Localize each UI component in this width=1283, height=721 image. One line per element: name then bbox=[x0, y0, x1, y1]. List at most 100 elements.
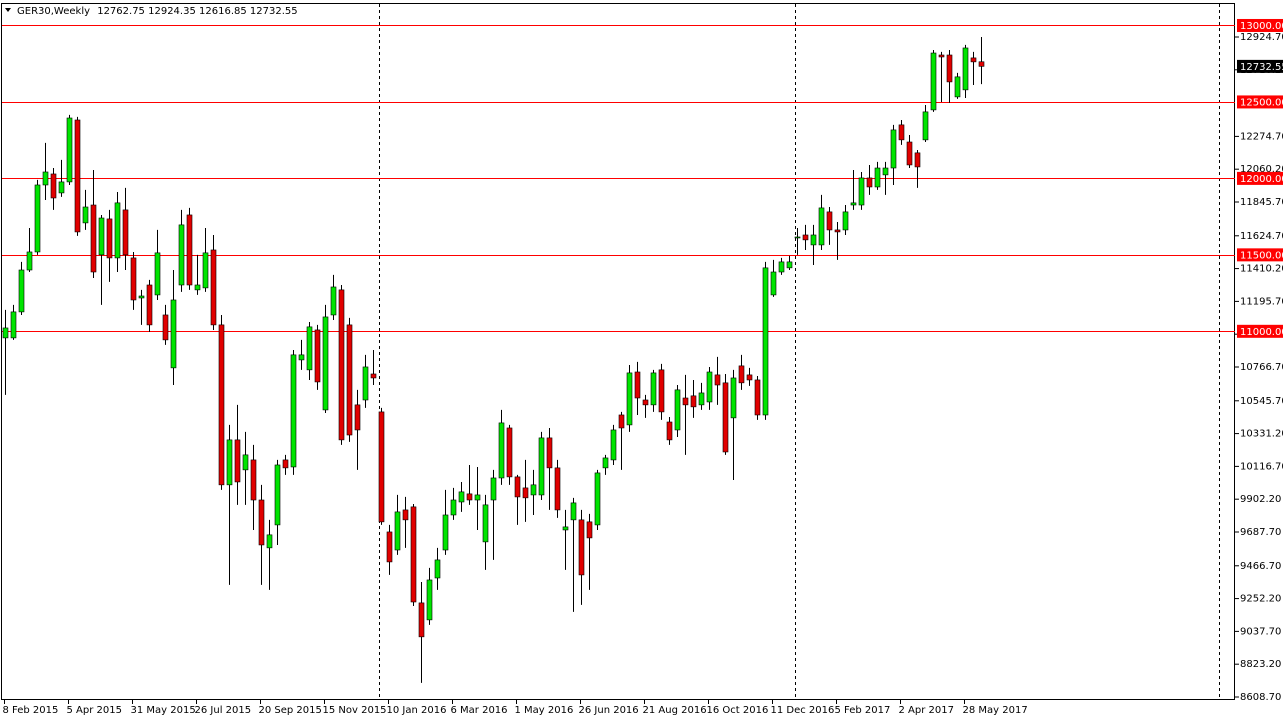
candle-body bbox=[162, 314, 169, 341]
candle-body bbox=[442, 514, 449, 551]
candle-body bbox=[682, 397, 689, 406]
x-tick-label: 15 Nov 2015 bbox=[323, 705, 387, 716]
x-tick-label: 11 Dec 2016 bbox=[771, 705, 835, 716]
candle-body bbox=[906, 141, 913, 166]
candle-body bbox=[362, 366, 369, 401]
candle-body bbox=[674, 389, 681, 431]
last-price-label: 12732.55 bbox=[1240, 62, 1283, 73]
x-tick-label: 31 May 2015 bbox=[131, 705, 196, 716]
candle-body bbox=[274, 464, 281, 526]
candle-body bbox=[506, 427, 513, 478]
candle-body bbox=[930, 52, 937, 111]
candle-body bbox=[170, 299, 177, 369]
candle-body bbox=[298, 354, 305, 361]
candle-body bbox=[354, 404, 361, 431]
chart-header: GER30,Weekly 12762.75 12924.35 12616.85 … bbox=[17, 6, 298, 17]
candle-body bbox=[738, 365, 745, 384]
candle-body bbox=[82, 206, 89, 224]
candle-body bbox=[290, 354, 297, 468]
last-price-badge bbox=[1237, 59, 1283, 73]
candle-body bbox=[730, 377, 737, 419]
candle-body bbox=[378, 411, 385, 523]
candle-body bbox=[146, 284, 153, 326]
candle-body bbox=[66, 117, 73, 183]
y-tick-label: 10766.70 bbox=[1240, 362, 1283, 373]
y-tick-label: 10116.70 bbox=[1240, 461, 1283, 472]
candle-body bbox=[98, 217, 105, 256]
level-badge bbox=[1237, 95, 1283, 109]
x-tick-label: 26 Jul 2015 bbox=[195, 705, 252, 716]
candle-body bbox=[386, 531, 393, 563]
level-badge-label: 11500.00 bbox=[1240, 250, 1283, 261]
candle-body bbox=[802, 234, 809, 241]
x-tick-label: 16 Oct 2016 bbox=[707, 705, 769, 716]
candle-body bbox=[690, 395, 697, 408]
candle-body bbox=[586, 521, 593, 539]
candle-body bbox=[282, 459, 289, 469]
candle-body bbox=[578, 519, 585, 576]
candle-body bbox=[538, 437, 545, 496]
candle-body bbox=[490, 477, 497, 501]
candle-body bbox=[242, 454, 249, 471]
candle-body bbox=[402, 509, 409, 521]
header-open: 12762.75 bbox=[97, 6, 145, 17]
y-tick-label: 11624.70 bbox=[1240, 231, 1283, 242]
y-tick-label: 9687.70 bbox=[1240, 527, 1281, 538]
candle-body bbox=[602, 457, 609, 469]
candle-body bbox=[914, 152, 921, 168]
candle-body bbox=[554, 467, 561, 511]
candle-body bbox=[266, 534, 273, 549]
menu-arrow bbox=[5, 8, 11, 12]
x-tick-label: 5 Apr 2015 bbox=[67, 705, 122, 716]
candle-body bbox=[762, 267, 769, 416]
y-tick-label: 12924.70 bbox=[1240, 32, 1283, 43]
y-tick-label: 12060.20 bbox=[1240, 164, 1283, 175]
level-badge-label: 12000.00 bbox=[1240, 174, 1283, 185]
candle-body bbox=[122, 209, 129, 256]
candle-body bbox=[154, 252, 161, 296]
candle-body bbox=[410, 506, 417, 603]
candle-body bbox=[234, 439, 241, 483]
candle-body bbox=[722, 382, 729, 453]
candle-body bbox=[530, 484, 537, 496]
candle-body bbox=[42, 171, 49, 186]
candle-body bbox=[698, 392, 705, 406]
y-tick-label: 11410.20 bbox=[1240, 264, 1283, 275]
candle-body bbox=[770, 271, 777, 296]
candle-body bbox=[218, 324, 225, 486]
candle-body bbox=[522, 487, 529, 499]
candle-body bbox=[90, 204, 97, 273]
y-tick-label: 9037.70 bbox=[1240, 626, 1281, 637]
level-badge bbox=[1237, 324, 1283, 338]
candle-body bbox=[626, 372, 633, 426]
candle-body bbox=[426, 579, 433, 621]
y-tick-label: 8608.70 bbox=[1240, 692, 1281, 703]
candle-body bbox=[850, 202, 857, 206]
candle-body bbox=[178, 224, 185, 286]
candle-body bbox=[202, 252, 209, 289]
candle-body bbox=[498, 422, 505, 479]
candle-body bbox=[970, 57, 977, 63]
candle-body bbox=[882, 167, 889, 176]
candle-body bbox=[474, 494, 481, 501]
candle-body bbox=[658, 369, 665, 413]
candle-body bbox=[570, 502, 577, 521]
candle-body bbox=[338, 289, 345, 441]
candle-body bbox=[890, 129, 897, 169]
candle-body bbox=[778, 261, 785, 273]
candle-body bbox=[754, 379, 761, 416]
x-tick-label: 26 Jun 2016 bbox=[579, 705, 639, 716]
candle-body bbox=[34, 184, 41, 253]
candle-body bbox=[10, 311, 17, 339]
candle-body bbox=[858, 177, 865, 206]
candle-body bbox=[618, 414, 625, 429]
candle-body bbox=[458, 491, 465, 503]
candle-body bbox=[394, 511, 401, 551]
candle-body bbox=[834, 229, 841, 233]
candle-body bbox=[546, 437, 553, 469]
header-close: 12732.55 bbox=[250, 6, 298, 17]
candle-body bbox=[106, 218, 113, 259]
candle-body bbox=[826, 211, 833, 231]
candle-body bbox=[130, 257, 137, 301]
